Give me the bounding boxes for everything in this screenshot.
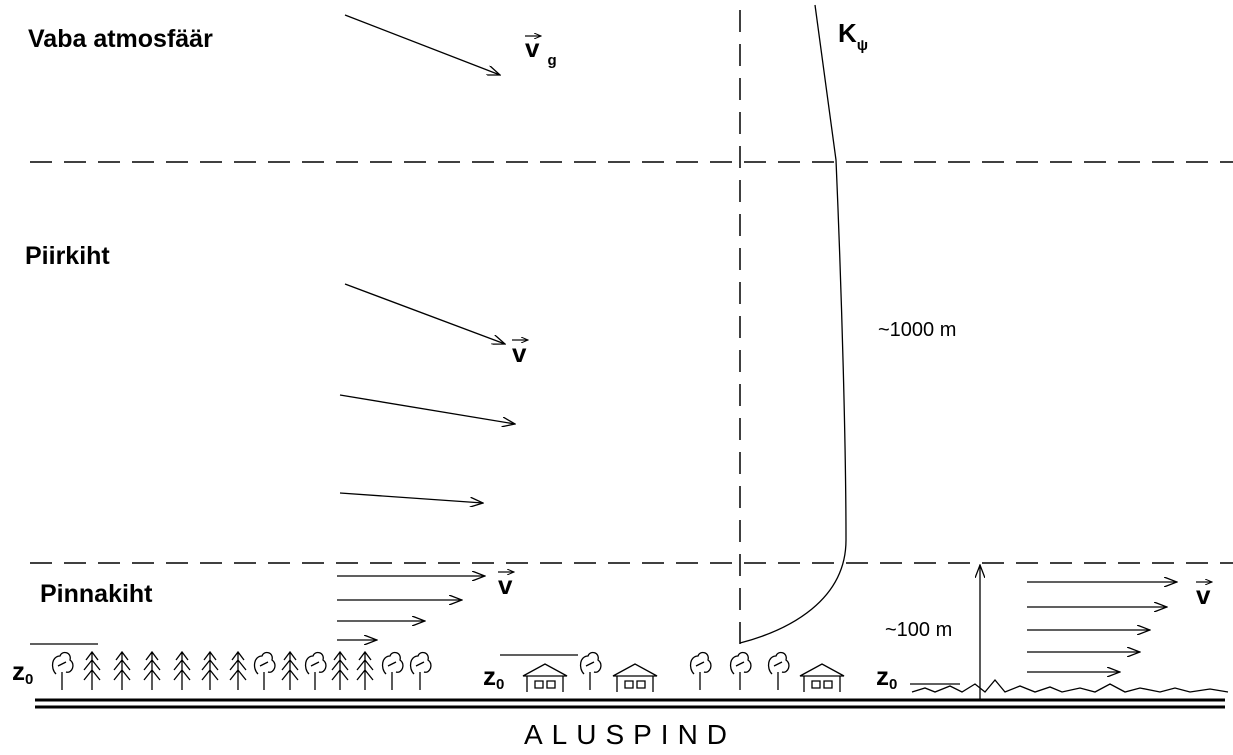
- village: [523, 653, 844, 692]
- diffusivity-profile: [740, 5, 846, 643]
- layer-label: Pinnakiht: [40, 580, 153, 608]
- grass: [912, 680, 1228, 692]
- wind-symbol: v: [498, 570, 513, 600]
- roughness-symbol: z0: [483, 661, 504, 693]
- layer-label: Vaba atmosfäär: [28, 25, 213, 53]
- subscript: 0: [25, 671, 33, 688]
- roughness-symbol: z0: [876, 661, 897, 693]
- wind-symbol: v: [512, 338, 527, 368]
- symbol: K: [838, 18, 857, 48]
- subscript: g: [547, 52, 556, 69]
- wind-arrows: [337, 15, 1177, 700]
- diagram: Vaba atmosfäär Piirkiht Pinnakiht vg v v…: [0, 0, 1233, 755]
- symbol: z: [876, 661, 889, 691]
- height-label: ~100 m: [885, 619, 952, 641]
- symbol: v: [525, 33, 540, 63]
- symbol: z: [483, 661, 496, 691]
- surface-label: ALUSPIND: [524, 719, 736, 750]
- wind-symbol: v: [1196, 580, 1211, 610]
- diffusivity-symbol: Kψ: [838, 18, 868, 54]
- forest: [53, 652, 431, 690]
- subscript: 0: [496, 676, 504, 693]
- roughness-symbol: z0: [12, 656, 33, 688]
- subscript: 0: [889, 676, 897, 693]
- height-label: ~1000 m: [878, 319, 956, 341]
- subscript: ψ: [857, 37, 868, 54]
- layer-label: Piirkiht: [25, 242, 110, 270]
- symbol: z: [12, 656, 25, 686]
